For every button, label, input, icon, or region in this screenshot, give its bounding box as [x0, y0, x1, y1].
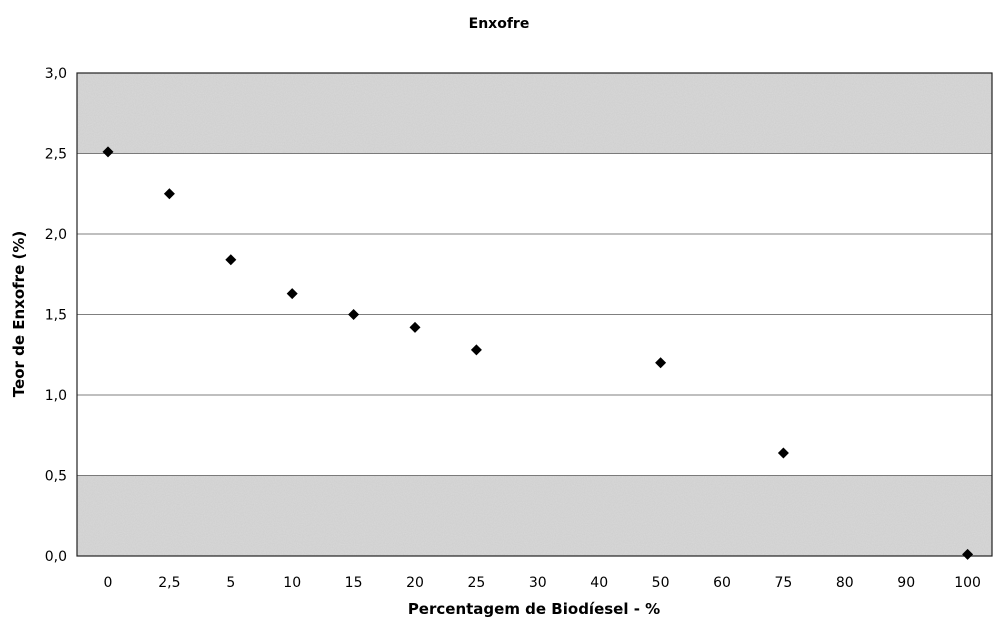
gridlines — [77, 153, 992, 476]
y-axis-label: Teor de Enxofre (%) — [10, 231, 28, 397]
plot-band — [77, 153, 992, 234]
x-tick-label: 0 — [104, 575, 113, 591]
data-point — [962, 548, 974, 560]
data-point — [286, 288, 298, 300]
x-tick-label: 40 — [590, 575, 608, 591]
plot-background — [77, 73, 992, 556]
plot-band — [77, 234, 992, 315]
y-tick-label: 1,0 — [45, 388, 67, 404]
chart-title: Enxofre — [469, 16, 530, 32]
x-tick-label: 15 — [345, 575, 363, 591]
x-tick-label: 90 — [897, 575, 915, 591]
plot-band — [77, 314, 992, 395]
y-tick-label: 1,5 — [45, 308, 67, 324]
y-tick-label: 2,0 — [45, 227, 67, 243]
plot-frame — [76, 72, 993, 557]
data-point — [348, 309, 360, 320]
x-axis-ticks: 0 2,5 5 10 15 20 25 30 40 50 60 75 80 90 100 — [104, 575, 981, 591]
y-tick-label: 0,5 — [45, 469, 67, 485]
x-tick-label: 50 — [652, 575, 670, 591]
data-point — [163, 188, 175, 200]
x-tick-label: 2,5 — [158, 575, 180, 591]
data-point — [409, 321, 421, 333]
data-point — [777, 447, 789, 459]
x-tick-label: 30 — [529, 575, 547, 591]
x-tick-label: 100 — [954, 575, 981, 591]
y-tick-label: 0,0 — [45, 549, 67, 565]
plot-band — [77, 395, 992, 476]
x-tick-label: 80 — [836, 575, 854, 591]
x-tick-label: 25 — [467, 575, 485, 591]
data-point — [470, 344, 482, 356]
x-tick-label: 75 — [774, 575, 792, 591]
plot-band-texture — [77, 475, 992, 556]
y-tick-label: 3,0 — [45, 66, 67, 82]
x-axis-label: Percentagem de Biodíesel - % — [408, 600, 660, 618]
y-tick-label: 2,5 — [45, 147, 67, 163]
plot-band-texture — [77, 73, 992, 154]
data-points — [102, 146, 974, 560]
x-tick-label: 10 — [283, 575, 301, 591]
y-axis-ticks: 0,0 0,5 1,0 1,5 2,0 2,5 3,0 — [45, 66, 67, 565]
x-tick-label: 20 — [406, 575, 424, 591]
data-point — [102, 146, 114, 158]
data-point — [655, 357, 667, 369]
x-tick-label: 60 — [713, 575, 731, 591]
data-point — [225, 254, 237, 266]
x-tick-label: 5 — [226, 575, 235, 591]
